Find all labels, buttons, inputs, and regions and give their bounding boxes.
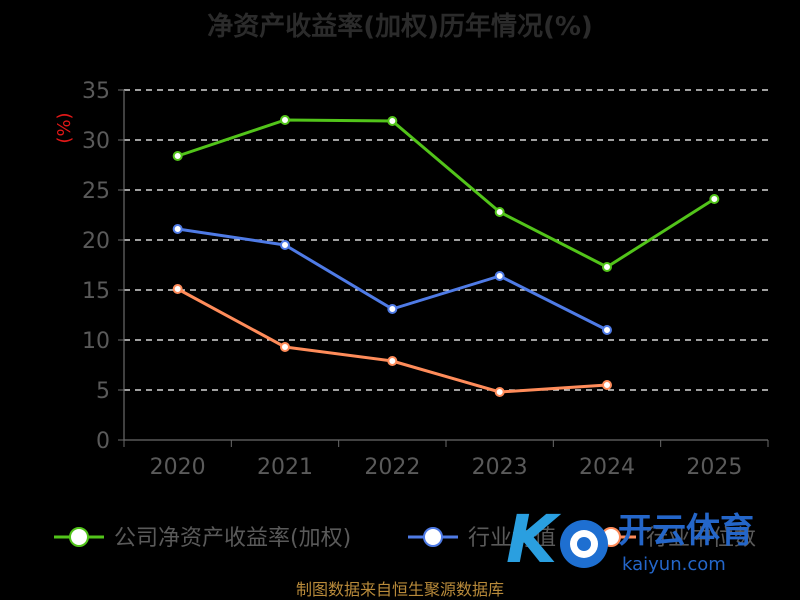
data-point <box>494 271 505 281</box>
y-tick-label: 20 <box>82 229 110 254</box>
series-line <box>177 227 608 332</box>
y-tick-label: 30 <box>82 129 110 154</box>
grid-lines <box>124 89 768 391</box>
legend-item[interactable]: 行业中位数 <box>586 526 756 551</box>
y-tick-label: 0 <box>96 429 110 454</box>
series-line <box>177 118 716 269</box>
watermark-brand-cn: 开云体育 <box>618 511 754 551</box>
data-point <box>280 342 290 352</box>
watermark-logo: K 开云体育 kaiyun.com <box>498 500 788 580</box>
data-source-note: 制图数据来自恒生聚源数据库 <box>295 580 504 599</box>
data-point <box>172 151 183 161</box>
data-point <box>172 224 183 234</box>
x-tick-label: 2023 <box>472 455 528 480</box>
data-point <box>172 284 183 294</box>
data-point <box>387 304 398 314</box>
data-point <box>602 262 612 272</box>
x-tick-label: 2020 <box>150 455 206 480</box>
x-tick-label: 2024 <box>579 455 635 480</box>
data-point <box>494 387 505 397</box>
y-unit-label: (%) <box>54 112 75 143</box>
chart-title: 净资产收益率(加权)历年情况(%) <box>207 12 593 42</box>
legend-item[interactable]: 行业均值 <box>408 526 556 551</box>
y-tick-labels: 0 5 10 15 20 25 30 35 <box>82 79 110 454</box>
y-tick-label: 25 <box>82 179 110 204</box>
y-tick-label: 5 <box>96 379 110 404</box>
data-point <box>280 240 290 250</box>
data-point <box>387 356 398 366</box>
data-point <box>602 380 612 390</box>
y-tick-label: 10 <box>82 329 110 354</box>
x-tick-label: 2025 <box>686 455 742 480</box>
legend-swatch-marker <box>423 527 443 547</box>
legend-label: 公司净资产收益率(加权) <box>114 526 351 551</box>
legend-item[interactable]: 公司净资产收益率(加权) <box>54 526 351 551</box>
legend-swatch-marker <box>69 527 89 547</box>
data-point <box>387 116 398 126</box>
svg-text:K: K <box>506 501 562 578</box>
watermark-brand-en: kaiyun.com <box>622 554 726 575</box>
x-tick-label: 2021 <box>257 455 313 480</box>
data-point <box>602 325 612 335</box>
x-tick-labels: 2020 2021 2022 2023 2024 2025 <box>150 455 743 480</box>
data-point <box>709 194 720 204</box>
y-tick-label: 35 <box>82 79 110 104</box>
data-point <box>494 207 505 217</box>
legend-label: 行业均值 <box>468 526 556 551</box>
legend-label: 行业中位数 <box>646 526 756 551</box>
y-tick-label: 15 <box>82 279 110 304</box>
series-lines <box>172 115 720 397</box>
axes <box>118 89 769 447</box>
data-point <box>280 115 290 125</box>
x-tick-label: 2022 <box>364 455 420 480</box>
legend[interactable]: 公司净资产收益率(加权) 行业均值 行业中位数 <box>54 526 756 551</box>
